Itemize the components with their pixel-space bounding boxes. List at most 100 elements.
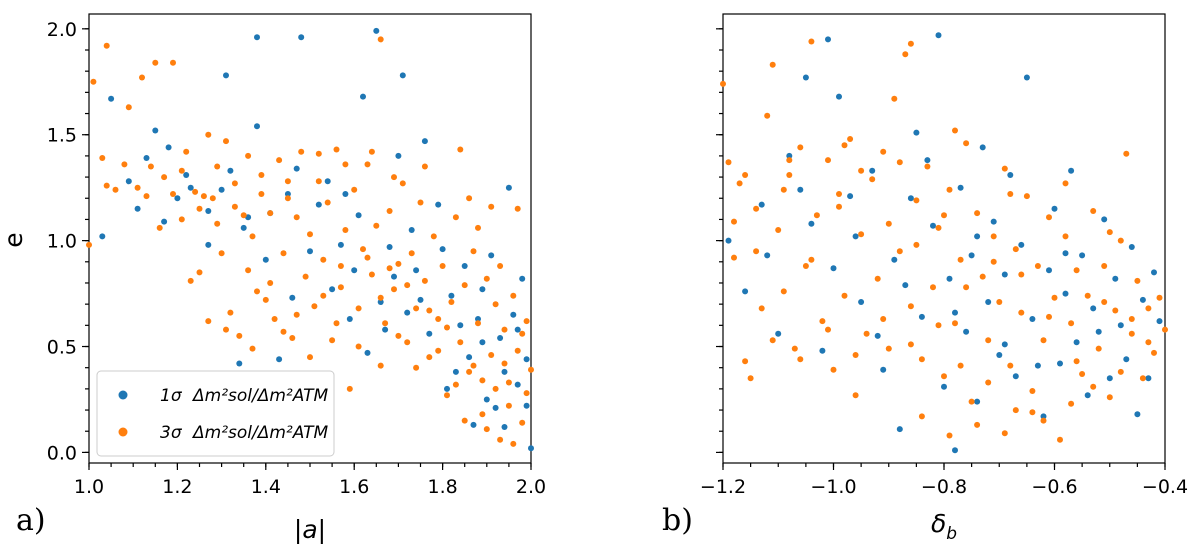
data-point-a-s1-108 <box>315 150 322 157</box>
data-point-b-s0-48 <box>1090 305 1097 312</box>
data-point-a-s1-63 <box>377 362 384 369</box>
data-point-b-s0-8 <box>825 36 831 43</box>
data-point-b-s0-15 <box>891 256 898 263</box>
data-point-b-s0-63 <box>952 309 958 316</box>
data-point-a-s1-137 <box>444 324 450 331</box>
data-point-a-s0-59 <box>408 227 415 233</box>
data-point-a-s0-65 <box>240 224 247 231</box>
data-point-b-s0-68 <box>1095 328 1102 335</box>
data-point-a-s1-26 <box>218 250 225 257</box>
x-tick-label-a-0: 1.0 <box>74 476 104 498</box>
panel-b-x-axis-label: δb <box>931 509 957 544</box>
data-point-b-s0-17 <box>907 195 914 202</box>
data-point-a-s1-90 <box>497 436 504 443</box>
data-point-b-s0-32 <box>996 352 1003 358</box>
data-point-a-s1-96 <box>523 318 530 325</box>
data-point-a-s1-80 <box>452 214 459 221</box>
data-point-a-s0-48 <box>497 335 504 341</box>
data-point-a-s1-62 <box>377 36 384 43</box>
data-point-b-s1-49 <box>985 337 992 344</box>
data-point-a-s1-85 <box>475 320 481 327</box>
data-point-a-s1-131 <box>510 440 517 447</box>
data-point-b-s1-91 <box>963 284 970 291</box>
data-point-a-s1-70 <box>408 250 415 257</box>
data-point-a-s1-22 <box>200 193 207 200</box>
data-point-b-s0-67 <box>1062 250 1069 257</box>
data-point-a-s0-45 <box>479 286 486 293</box>
data-point-a-s1-120 <box>435 347 442 354</box>
data-point-b-s1-63 <box>1062 233 1069 240</box>
data-point-b-s1-113 <box>918 413 925 420</box>
data-point-a-s1-140 <box>386 265 393 272</box>
data-point-a-s0-6 <box>161 218 168 225</box>
data-point-b-s0-43 <box>1062 290 1069 297</box>
data-point-b-s1-34 <box>907 40 914 47</box>
panel-a: 1.0 1.2 1.4 1.6 1.8 2.0 0.0 0.5 1.0 1.5 2.0 e |a|… <box>0 13 546 544</box>
data-point-a-s1-39 <box>276 157 283 164</box>
data-point-b-s1-26 <box>863 330 870 337</box>
data-point-a-s1-133 <box>461 417 468 424</box>
data-point-a-s0-52 <box>514 381 521 388</box>
panel-a-y-ticks: 0.0 0.5 1.0 1.5 2.0 <box>47 19 89 464</box>
data-point-b-s0-66 <box>1034 362 1041 369</box>
data-point-b-s1-22 <box>841 292 848 299</box>
data-point-a-s1-72 <box>417 199 424 206</box>
legend-label-3: Δm²sol/Δm²ATM <box>191 423 328 443</box>
data-point-b-s0-7 <box>819 347 826 354</box>
data-point-b-s0-30 <box>985 299 992 305</box>
data-point-b-s1-86 <box>836 191 842 197</box>
data-point-b-s1-83 <box>753 248 760 255</box>
data-point-a-s1-44 <box>298 148 305 155</box>
data-point-a-s1-52 <box>333 146 340 153</box>
data-point-a-s1-56 <box>351 186 358 193</box>
data-point-a-s1-117 <box>492 385 499 392</box>
data-point-a-s1-129 <box>223 326 229 333</box>
data-point-b-s1-114 <box>946 432 953 439</box>
data-point-a-s0-60 <box>382 326 389 333</box>
data-point-a-s0-1 <box>108 95 115 102</box>
data-point-a-s0-29 <box>364 349 371 356</box>
data-point-a-s0-19 <box>284 191 291 197</box>
data-point-b-s0-62 <box>924 157 931 164</box>
data-point-a-s0-75 <box>417 296 424 303</box>
data-point-b-s1-85 <box>808 256 815 263</box>
data-point-a-s1-11 <box>147 163 154 170</box>
data-point-a-s0-44 <box>470 421 477 428</box>
legend-entry-1sigma: 1σ Δm²sol/Δm²ATM <box>160 386 328 406</box>
y-tick-label-a-2: 1.0 <box>47 231 77 253</box>
y-tick-label-a-1: 0.5 <box>47 337 77 359</box>
data-point-a-s1-3 <box>103 42 110 49</box>
legend-label-1: Δm²sol/Δm²ATM <box>191 386 328 406</box>
data-point-a-s1-123 <box>377 294 384 301</box>
data-point-b-s0-14 <box>880 366 887 373</box>
data-point-b-s1-75 <box>1128 330 1135 337</box>
data-point-a-s0-56 <box>475 316 481 322</box>
x-tick-label-a-4: 1.8 <box>427 476 457 498</box>
data-point-a-s0-53 <box>519 275 526 282</box>
data-point-b-s1-70 <box>1101 263 1108 269</box>
data-point-a-s1-53 <box>337 284 344 291</box>
data-point-a-s1-143 <box>320 292 327 299</box>
data-point-a-s1-132 <box>483 426 490 433</box>
data-point-a-s1-58 <box>360 246 366 253</box>
y-tick-label-a-4: 2.0 <box>47 19 77 41</box>
data-point-a-s1-2 <box>99 155 106 161</box>
data-point-a-s1-20 <box>192 188 199 195</box>
data-point-b-s1-5 <box>747 375 754 382</box>
data-point-a-s0-43 <box>466 354 473 361</box>
data-point-b-s1-117 <box>1029 409 1036 416</box>
data-point-b-s0-37 <box>1023 74 1030 81</box>
data-point-a-s1-47 <box>311 303 318 310</box>
data-point-a-s0-11 <box>223 72 229 79</box>
data-point-b-s1-108 <box>1040 417 1047 424</box>
data-point-a-s0-3 <box>134 205 141 212</box>
data-point-a-s1-101 <box>466 195 473 202</box>
data-point-b-s0-60 <box>874 332 881 339</box>
data-point-a-s0-51 <box>510 311 517 318</box>
data-point-b-s1-98 <box>769 337 776 344</box>
data-point-a-s0-23 <box>315 201 322 208</box>
data-point-b-s1-103 <box>907 341 914 348</box>
data-point-b-s1-87 <box>858 167 865 174</box>
data-point-a-s1-15 <box>170 59 176 66</box>
data-point-a-s1-138 <box>426 307 433 314</box>
